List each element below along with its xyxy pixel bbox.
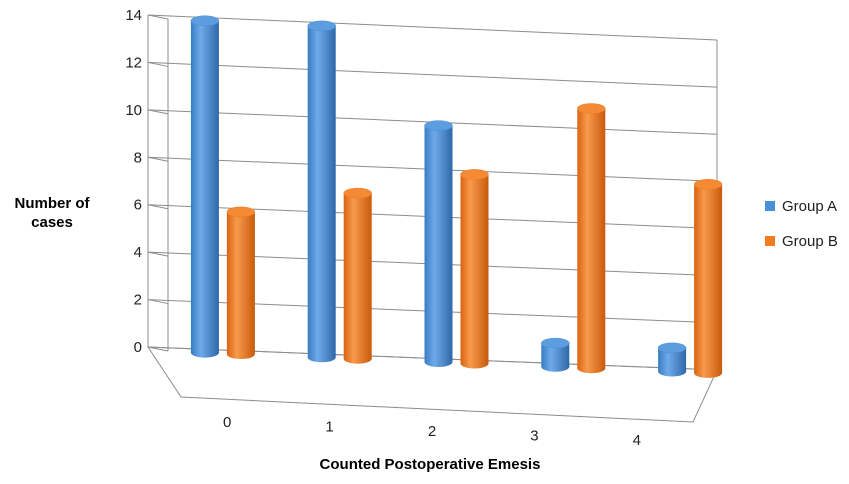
bar xyxy=(190,15,220,358)
legend-label: Group B xyxy=(782,233,838,250)
x-tick-label: 4 xyxy=(633,432,641,449)
side-gridline xyxy=(147,109,169,115)
side-gridline xyxy=(147,156,169,162)
legend-swatch xyxy=(765,201,775,211)
legend: Group A Group B xyxy=(765,198,838,250)
y-tick-label: 4 xyxy=(134,244,142,261)
bar xyxy=(657,342,687,377)
bars: 0 1 2 3 4 xyxy=(190,15,723,449)
chart-floor xyxy=(147,346,718,423)
side-gridline xyxy=(147,346,169,352)
side-gridline xyxy=(147,14,169,20)
side-gridline xyxy=(147,204,169,210)
y-tick-label: 12 xyxy=(125,54,142,71)
bar xyxy=(693,179,723,378)
gridline xyxy=(147,14,718,41)
gridline xyxy=(147,61,718,88)
bar xyxy=(226,206,256,360)
bar xyxy=(460,169,489,369)
x-tick-label: 0 xyxy=(223,414,231,431)
bar xyxy=(424,120,453,368)
bar xyxy=(541,337,570,372)
y-tick-label: 0 xyxy=(134,339,142,356)
side-gridline xyxy=(147,251,169,257)
bar xyxy=(577,103,606,374)
y-tick-label: 2 xyxy=(134,292,142,309)
side-gridline xyxy=(147,61,169,67)
x-tick-label: 1 xyxy=(325,419,333,436)
x-axis-label: Counted Postoperative Emesis xyxy=(319,456,541,473)
legend-label: Group A xyxy=(782,198,837,215)
y-tick-label: 8 xyxy=(134,149,142,166)
y-tick-label: 10 xyxy=(125,102,142,119)
bar xyxy=(343,187,372,364)
bar xyxy=(307,20,336,363)
legend-swatch xyxy=(765,236,775,246)
y-tick-label: 6 xyxy=(134,197,142,214)
y-axis-label: Number of cases xyxy=(14,195,90,231)
x-tick-label: 3 xyxy=(530,428,538,445)
y-tick-label: 14 xyxy=(125,7,142,24)
x-tick-label: 2 xyxy=(428,423,436,440)
side-gridline xyxy=(147,299,169,305)
